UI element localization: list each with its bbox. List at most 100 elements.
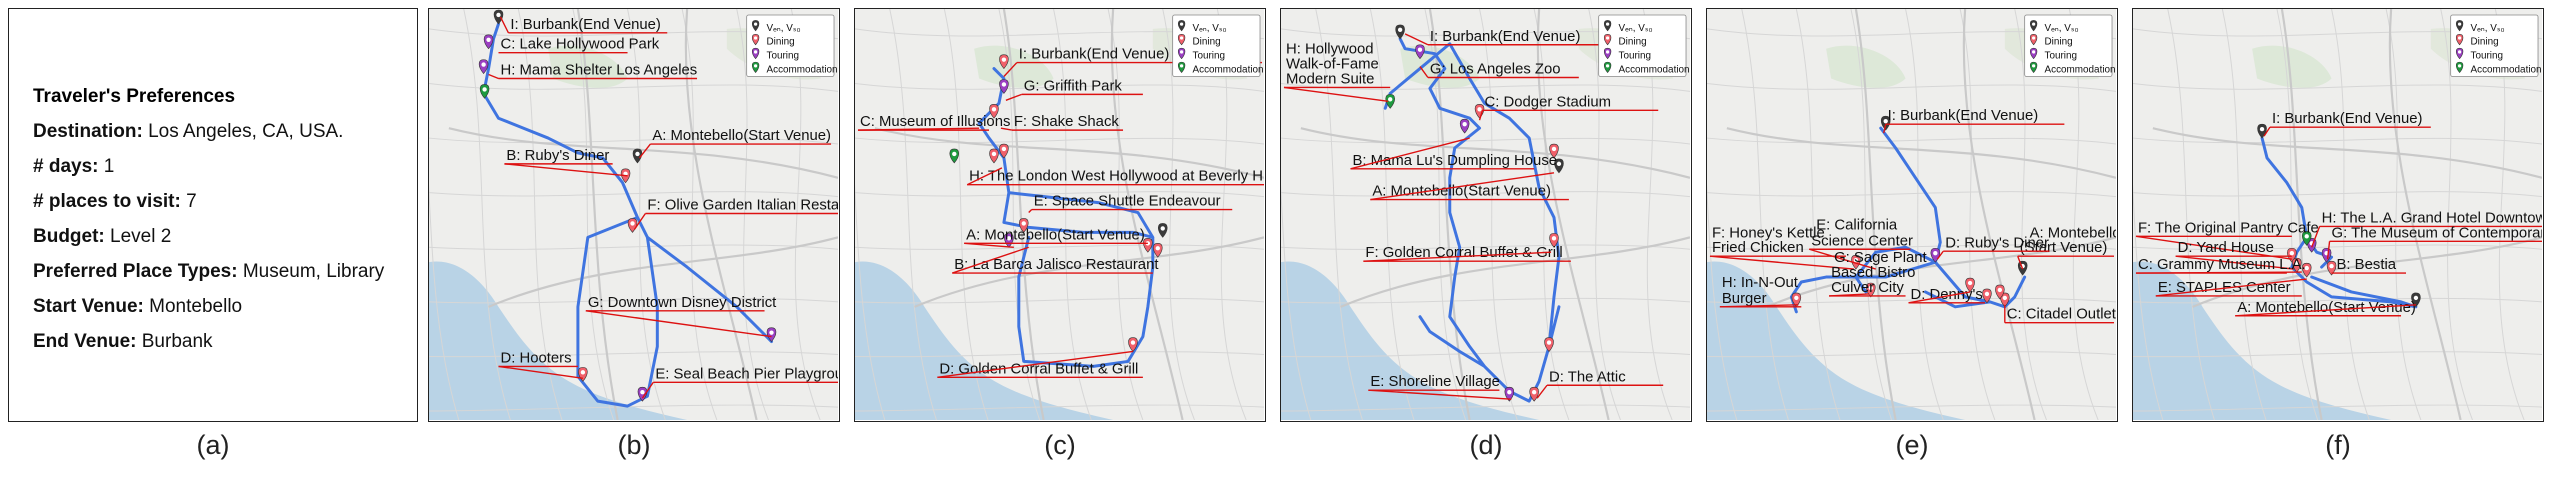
map-canvas: I: Burbank(End Venue) A: Montebello(Start… — [1707, 9, 2116, 420]
legend-label: Vₑₙ, Vₛ₀ — [767, 23, 801, 34]
accommodation-pin-icon — [2301, 231, 2312, 246]
dining-pin-icon — [2301, 262, 2312, 278]
legend-label: Touring — [2045, 51, 2078, 62]
caption-f: (f) — [2325, 430, 2351, 460]
place-label: C: Citadel Outlets — [2007, 307, 2116, 323]
place-label: B: Ruby's Diner — [506, 148, 609, 164]
endpoint-pin-icon — [1157, 223, 1168, 238]
map-panel-e: I: Burbank(End Venue) A: Montebello (Start… — [1706, 8, 2118, 422]
endpoint-pin-icon — [493, 9, 504, 25]
touring-pin-icon — [1415, 44, 1425, 60]
preference-value: Burbank — [141, 331, 213, 352]
legend-label: Dining — [2045, 37, 2073, 48]
touring-pin-icon — [1459, 118, 1470, 134]
preferences-list: Destination: Los Angeles, CA, USA. # days… — [33, 114, 399, 359]
touring-pin-icon — [478, 59, 489, 74]
preference-value: 1 — [103, 156, 115, 177]
preference-key: Budget: — [33, 226, 111, 247]
place-label: Fried Chicken — [1712, 240, 1804, 256]
legend-accommodation-icon — [2455, 61, 2464, 73]
legend-accommodation-icon — [751, 61, 760, 73]
place-label: D: Yard House — [2178, 240, 2274, 256]
caption-d: (d) — [1469, 430, 1503, 460]
place-label: A: Montebello(Start Venue) — [652, 128, 831, 144]
place-label: D: Golden Corral Buffet & Grill — [939, 361, 1138, 377]
legend-label: Accommodation — [1193, 65, 1264, 76]
touring-pin-icon — [637, 386, 648, 402]
legend-label: Vₑₙ, Vₛ₀ — [2471, 23, 2505, 34]
preference-row: # days: 1 — [33, 149, 399, 184]
preference-row: # places to visit: 7 — [33, 184, 399, 219]
place-label: B: Bestia — [2337, 257, 2397, 273]
endpoint-pin-icon — [1395, 24, 1405, 40]
place-label: A: Montebello(Start Venue) — [1372, 184, 1551, 200]
legend-endpoint-icon — [1603, 20, 1612, 32]
touring-pin-icon — [1504, 386, 1515, 402]
place-label: G: Los Angeles Zoo — [1430, 62, 1561, 78]
legend-label: Dining — [1193, 37, 1221, 48]
dining-pin-icon — [1153, 242, 1163, 258]
legend-touring-icon — [751, 47, 760, 60]
place-label: F: Shake Shack — [1014, 114, 1120, 130]
place-label: (Start Venue) — [2020, 240, 2108, 256]
place-label: I: Burbank(End Venue) — [1430, 29, 1581, 45]
map-canvas: I: Burbank(End Venue) F: The Original Pan… — [2133, 9, 2542, 420]
place-label: I: Burbank(End Venue) — [1019, 47, 1170, 63]
dining-pin-icon — [1474, 104, 1485, 119]
dining-pin-icon — [999, 143, 1009, 159]
legend-label: Accommodation — [2471, 65, 2542, 76]
accommodation-pin-icon — [479, 84, 490, 99]
preference-row: Preferred Place Types: Museum, Library — [33, 254, 399, 289]
place-label: G: Griffith Park — [1024, 78, 1123, 94]
accommodation-pin-icon — [1385, 94, 1395, 109]
preference-key: # days: — [33, 156, 104, 177]
caption-b: (b) — [617, 430, 651, 460]
place-label: F: Golden Corral Buffet & Grill — [1365, 245, 1562, 261]
place-label: B: La Barca Jalisco Restaurant — [954, 257, 1159, 273]
place-label: E: Space Shuttle Endeavour — [1034, 194, 1221, 210]
place-label: H: Hollywood — [1286, 42, 1374, 58]
preference-value: Montebello — [149, 296, 243, 317]
place-label: C: Museum of Illusions — [860, 114, 1010, 130]
map-panel-b: I: Burbank(End Venue) C: Lake Hollywood P… — [428, 8, 840, 422]
place-label: A: Montebello(Start Venue) — [2237, 300, 2416, 316]
legend-dining-icon — [2029, 34, 2038, 46]
place-label: F: Honey's Kettle — [1712, 225, 1825, 241]
place-label: Walk-of-Fame — [1286, 57, 1379, 73]
place-label: Science Center — [1811, 233, 1913, 249]
caption-c: (c) — [1044, 430, 1076, 460]
dining-pin-icon — [989, 104, 999, 119]
place-label: B: Mama Lu's Dumpling House — [1352, 153, 1557, 169]
legend-endpoint-icon — [2455, 20, 2464, 32]
preference-key: End Venue: — [33, 331, 142, 352]
legend-accommodation-icon — [1603, 61, 1612, 73]
caption-a: (a) — [196, 430, 230, 460]
place-label: F: Olive Garden Italian Restaurant — [647, 198, 838, 214]
place-label: H: Mama Shelter Los Angeles — [500, 63, 697, 79]
dining-pin-icon — [2326, 260, 2337, 276]
legend-touring-icon — [1603, 47, 1612, 60]
dining-pin-icon — [1549, 233, 1559, 248]
legend-dining-icon — [2455, 34, 2464, 46]
preference-value: 7 — [186, 191, 197, 212]
place-label: A: Montebello(Start Venue) — [966, 227, 1145, 243]
place-label: Modern Suite — [1286, 71, 1374, 87]
place-label: H: The L.A. Grand Hotel Downtown — [2322, 210, 2542, 226]
legend-label: Dining — [1619, 37, 1647, 48]
preference-key: Start Venue: — [33, 296, 150, 317]
preference-key: Destination: — [33, 121, 149, 142]
legend-endpoint-icon — [2029, 20, 2038, 32]
touring-pin-icon — [999, 79, 1009, 94]
place-label: Culver City — [1831, 280, 1904, 296]
place-label: H: In-N-Out — [1722, 275, 1799, 291]
legend-accommodation-icon — [1177, 61, 1186, 73]
place-label: C: Lake Hollywood Park — [500, 37, 659, 53]
legend-label: Dining — [767, 37, 795, 48]
map-panel-d: I: Burbank(End Venue) H: Hollywood Walk-of… — [1280, 8, 1692, 422]
preferences-panel: Traveler's Preferences Destination: Los … — [8, 8, 418, 422]
place-label: D: Hooters — [500, 350, 571, 366]
map-panel-f: I: Burbank(End Venue) F: The Original Pan… — [2132, 8, 2544, 422]
legend-label: Vₑₙ, Vₛ₀ — [2045, 23, 2079, 34]
place-label: E: Seal Beach Pier Playground — [655, 366, 838, 382]
preferences-title: Traveler's Preferences — [33, 86, 236, 107]
